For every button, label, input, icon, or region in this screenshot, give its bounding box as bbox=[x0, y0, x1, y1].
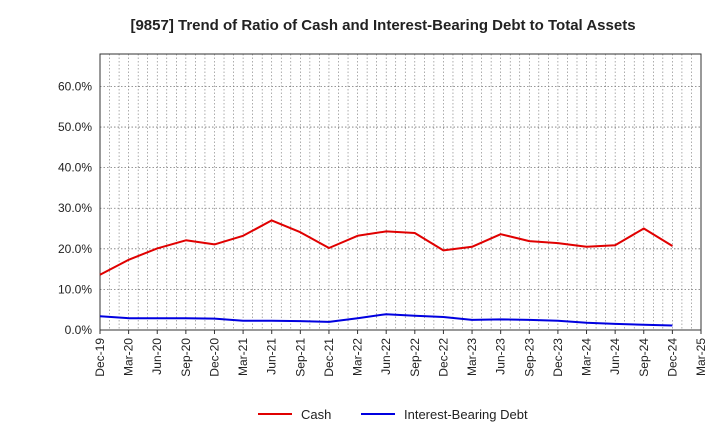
x-tick-label: Jun-20 bbox=[150, 338, 164, 375]
legend-label: Cash bbox=[301, 407, 331, 422]
x-tick-label: Sep-22 bbox=[408, 338, 422, 377]
x-tick-label: Dec-20 bbox=[207, 338, 221, 377]
x-tick-label: Mar-25 bbox=[694, 338, 708, 376]
x-tick-label: Dec-22 bbox=[436, 338, 450, 377]
x-tick-label: Jun-22 bbox=[379, 338, 393, 375]
x-tick-label: Sep-21 bbox=[293, 338, 307, 377]
y-tick-label: 60.0% bbox=[58, 79, 92, 93]
x-tick-label: Sep-23 bbox=[522, 338, 536, 377]
legend: Cash Interest-Bearing Debt bbox=[258, 407, 528, 422]
y-tick-label: 0.0% bbox=[65, 323, 93, 337]
series-line-interest-bearing-debt bbox=[99, 313, 673, 327]
x-tick-label: Mar-24 bbox=[580, 338, 594, 376]
x-tick-label: Dec-21 bbox=[322, 338, 336, 377]
y-tick-label: 20.0% bbox=[58, 242, 92, 256]
grid bbox=[100, 54, 701, 330]
y-axis: 0.0% 10.0% 20.0% 30.0% 40.0% 50.0% 60.0% bbox=[58, 79, 92, 337]
x-tick-label: Jun-21 bbox=[265, 338, 279, 375]
x-tick-label: Mar-23 bbox=[465, 338, 479, 376]
x-tick-label: Dec-19 bbox=[93, 338, 107, 377]
x-tick-label: Mar-20 bbox=[122, 338, 136, 376]
y-tick-label: 50.0% bbox=[58, 120, 92, 134]
series-layer bbox=[99, 219, 673, 327]
series-line-cash bbox=[99, 219, 673, 276]
y-tick-label: 40.0% bbox=[58, 161, 92, 175]
x-tick-label: Dec-24 bbox=[665, 338, 679, 377]
x-axis: Dec-19 Mar-20 Jun-20 Sep-20 Dec-20 Mar-21 Jun-… bbox=[93, 330, 708, 377]
y-tick-label: 30.0% bbox=[58, 201, 92, 215]
x-tick-label: Jun-23 bbox=[494, 338, 508, 375]
plot-frame bbox=[99, 53, 702, 331]
x-tick-label: Mar-21 bbox=[236, 338, 250, 376]
y-tick-label: 10.0% bbox=[58, 282, 92, 296]
x-tick-label: Jun-24 bbox=[608, 338, 622, 375]
x-tick-label: Sep-24 bbox=[637, 338, 651, 377]
chart-title: [9857] Trend of Ratio of Cash and Intere… bbox=[130, 17, 635, 34]
legend-label: Interest-Bearing Debt bbox=[404, 407, 528, 422]
x-tick-label: Dec-23 bbox=[551, 338, 565, 377]
x-tick-label: Sep-20 bbox=[179, 338, 193, 377]
x-tick-label: Mar-22 bbox=[351, 338, 365, 376]
